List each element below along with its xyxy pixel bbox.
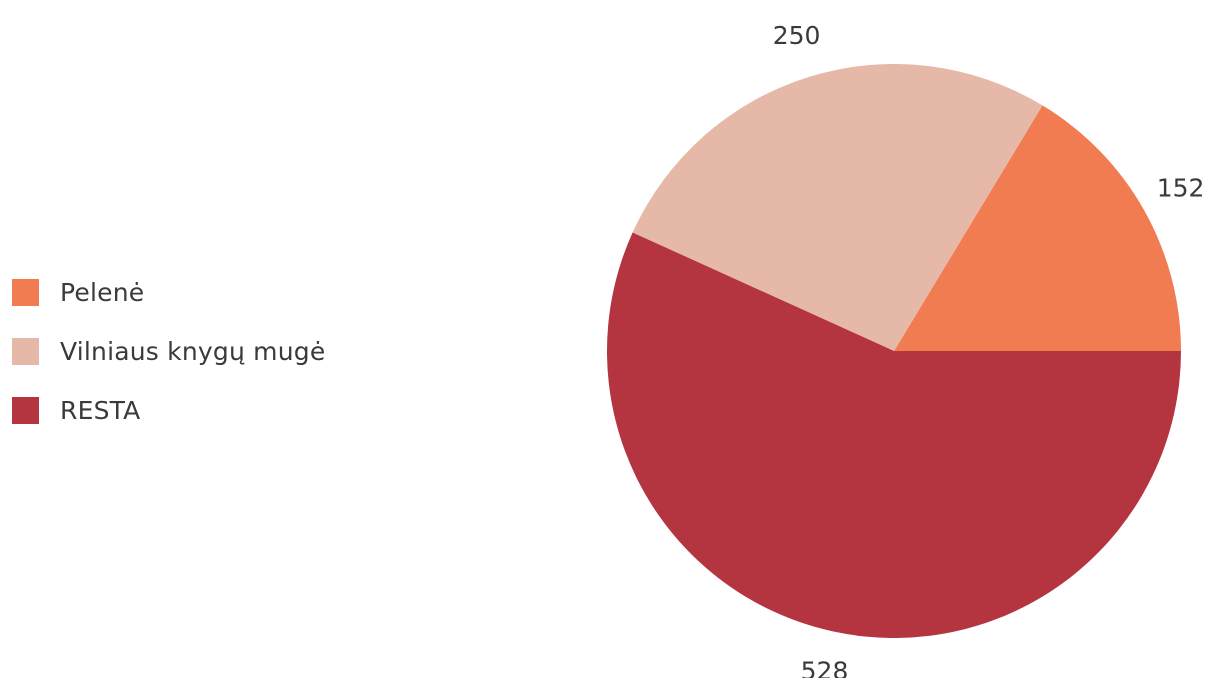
- legend-label-pelene: Pelenė: [60, 277, 145, 307]
- pie-slices: [607, 64, 1182, 639]
- pie-data-labels: 152 250 528: [773, 21, 1205, 678]
- legend-item-vilniaus-knygu-muge: Vilniaus knygų mugė: [12, 332, 325, 370]
- legend-label-resta: RESTA: [60, 395, 141, 425]
- pie-slice-3: [607, 232, 1182, 639]
- pie-data-label-1: 152: [1157, 173, 1205, 202]
- legend-swatch-resta: [12, 396, 39, 424]
- chart-legend: Pelenė Vilniaus knygų mugė RESTA: [12, 273, 325, 450]
- legend-label-vilniaus-knygu-muge: Vilniaus knygų mugė: [60, 336, 326, 366]
- pie-slice-1: [894, 105, 1182, 351]
- pie-data-label-2: 250: [773, 21, 821, 50]
- legend-swatch-vilniaus-knygu-muge: [12, 337, 39, 365]
- pie-data-label-3: 528: [801, 657, 849, 678]
- pie-slice-2: [632, 64, 1043, 352]
- legend-swatch-pelene: [12, 278, 39, 306]
- legend-item-pelene: Pelenė: [12, 273, 325, 311]
- legend-item-resta: RESTA: [12, 391, 325, 429]
